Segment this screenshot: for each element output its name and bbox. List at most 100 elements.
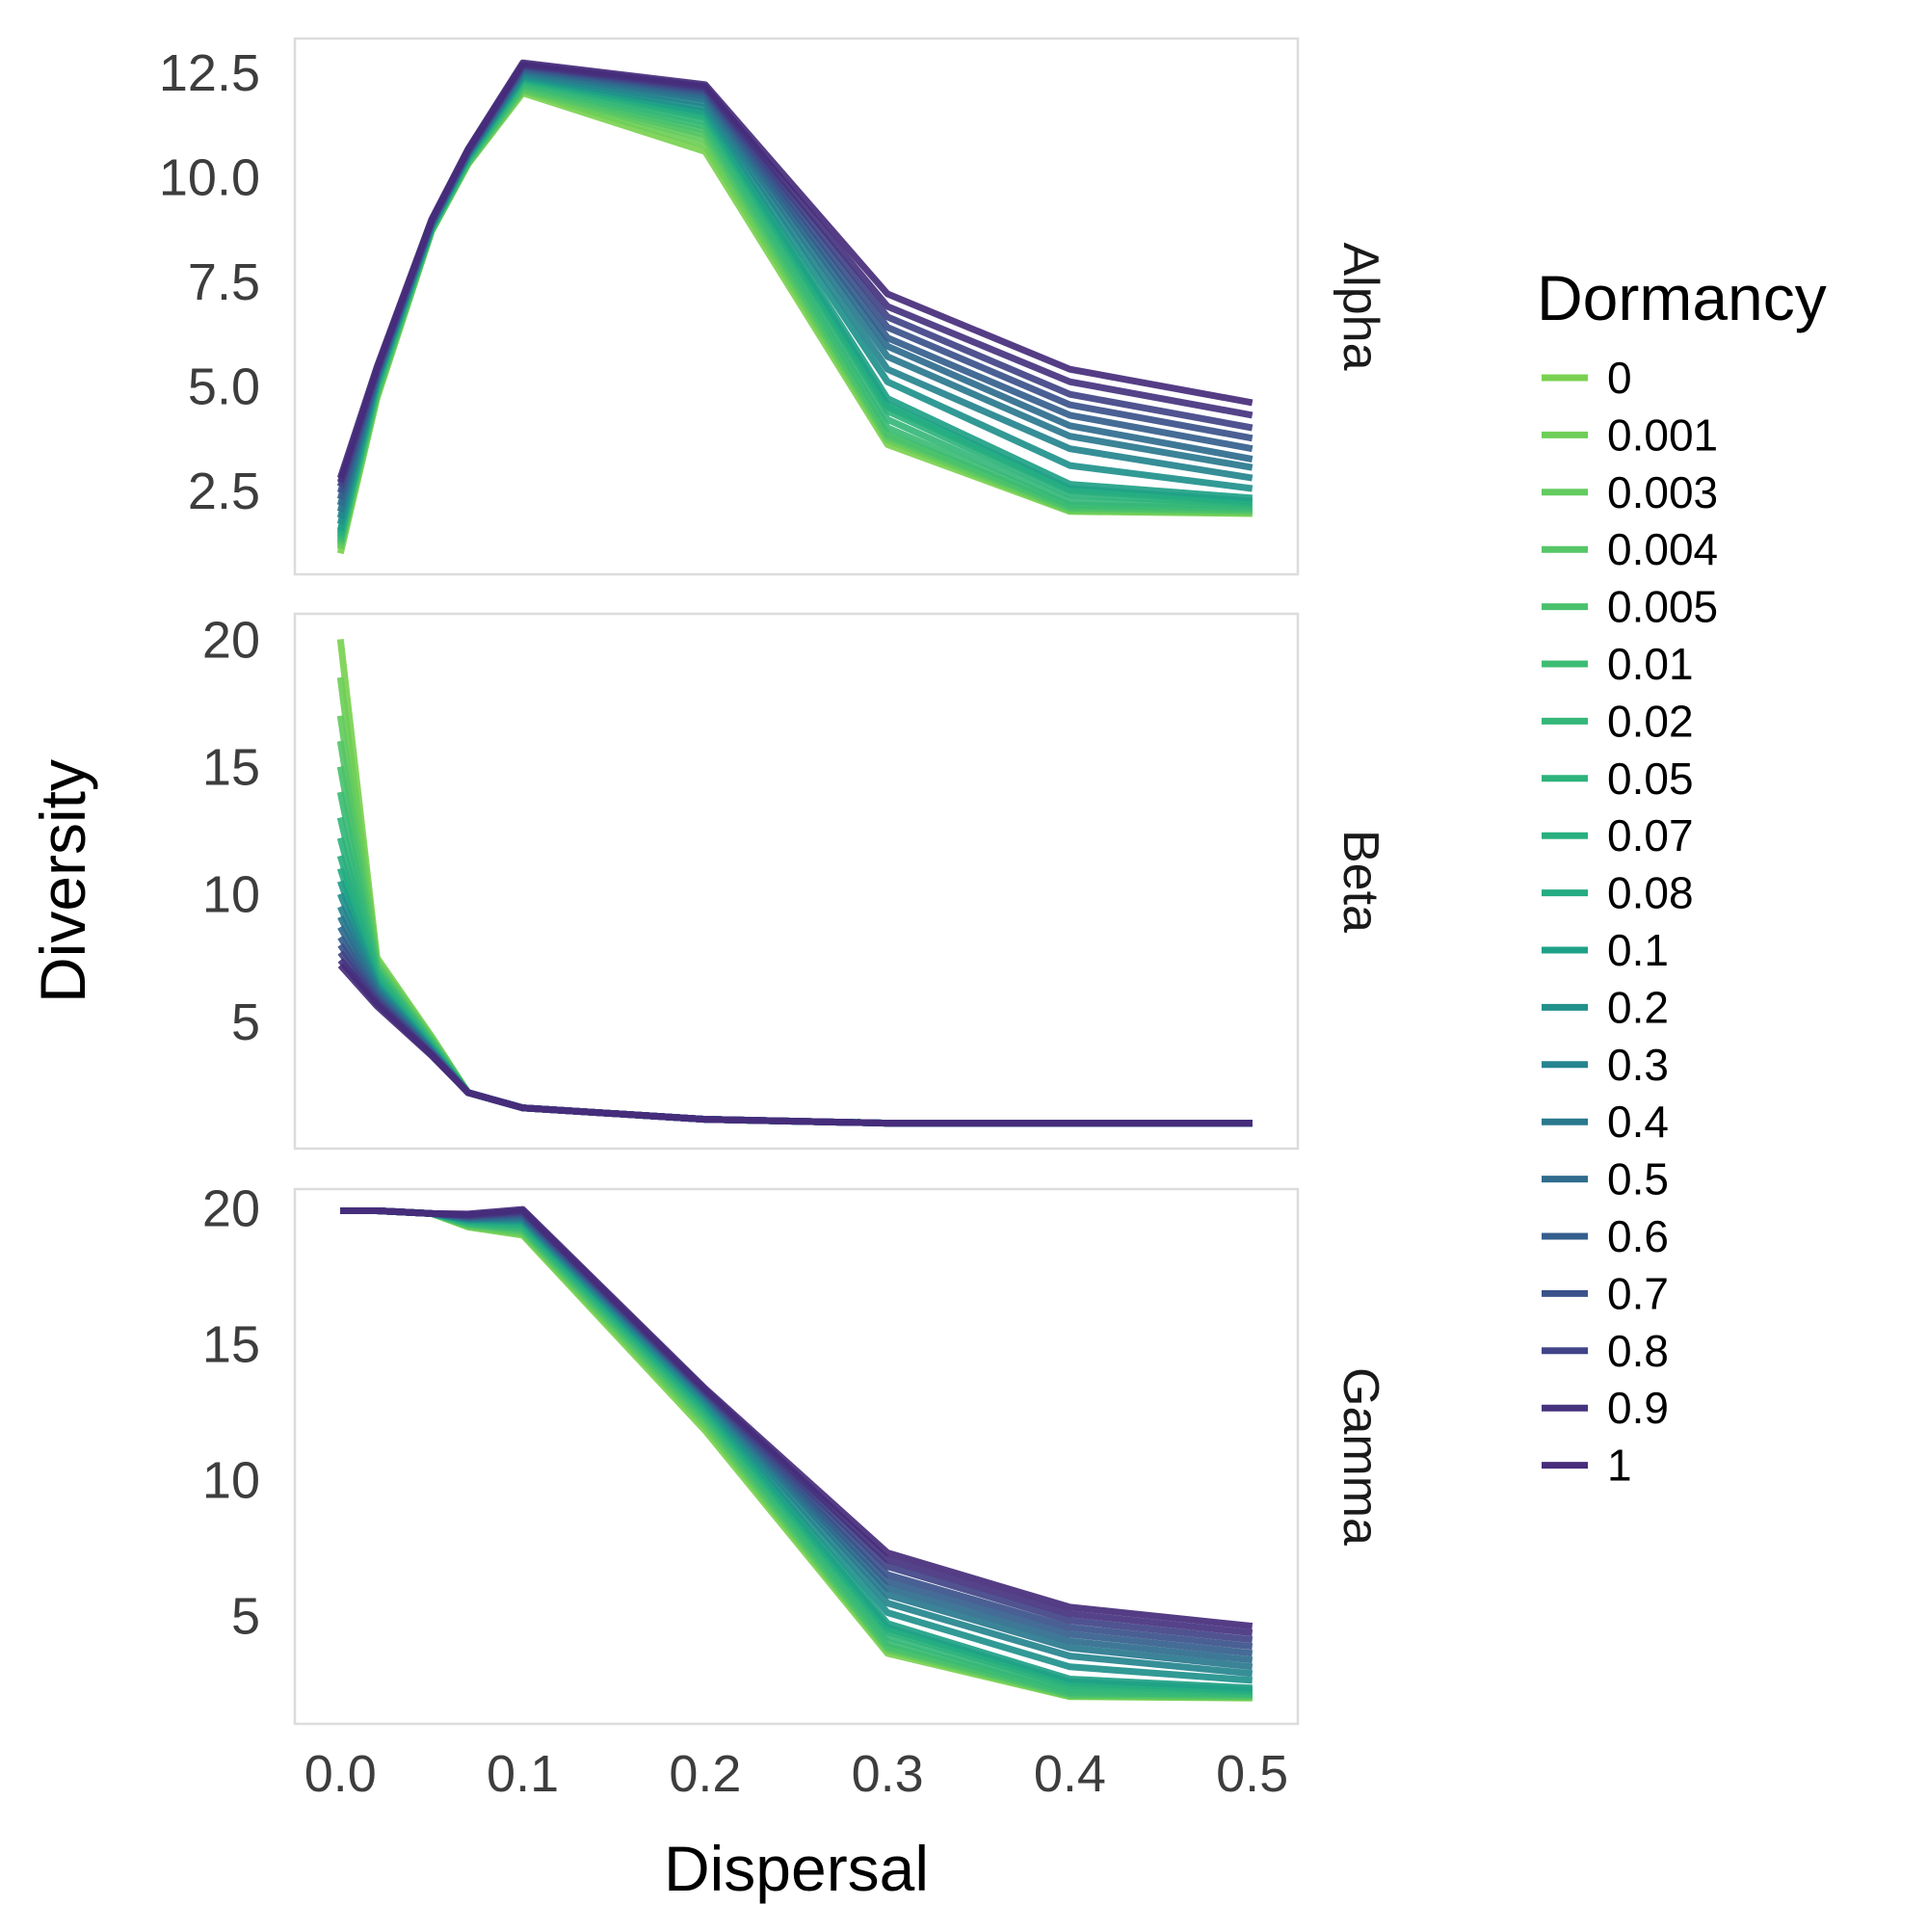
series-line-beta-0.01: [336, 791, 1253, 1127]
legend-label: 0.2: [1607, 982, 1669, 1032]
legend-label: 0.7: [1607, 1268, 1669, 1318]
series-line-beta-1: [337, 963, 1253, 1127]
series-line-gamma-0.9: [340, 1207, 1254, 1637]
panel-frame: [293, 37, 1300, 576]
legend-item: 0.02: [1542, 696, 1694, 746]
series-line-gamma-0.4: [340, 1207, 1254, 1671]
series-line-beta-0.02: [336, 816, 1253, 1127]
x-tick-label: 0.2: [669, 1745, 741, 1803]
legend-item: 0.07: [1542, 810, 1694, 860]
legend-item: 0.004: [1542, 524, 1718, 574]
legend-item: 0: [1542, 353, 1632, 403]
series-line-gamma-0.7: [340, 1207, 1254, 1651]
legend-label: 0.003: [1607, 467, 1718, 517]
panel-alpha: 2.5 5.0 7.5 10.0 12.5 Alpha: [159, 37, 1388, 576]
legend-item: 0.6: [1542, 1211, 1669, 1261]
panel-frame: [293, 612, 1300, 1151]
x-tick-label: 0.3: [852, 1745, 924, 1803]
series-line-beta-0.005: [336, 765, 1253, 1127]
series-line-gamma-0.6: [340, 1207, 1254, 1657]
y-tick-label: 15: [202, 739, 260, 797]
series-line-gamma-0.8: [340, 1207, 1254, 1644]
y-tick-label: 10: [202, 1451, 260, 1509]
legend-label: 0.9: [1607, 1383, 1669, 1433]
legend-item: 0.7: [1542, 1268, 1669, 1318]
legend-label: 0.6: [1607, 1211, 1669, 1261]
legend-label: 0.02: [1607, 696, 1694, 746]
series-group: [340, 1205, 1254, 1702]
y-tick-label: 2.5: [188, 463, 260, 520]
strip-label-beta: Beta: [1333, 830, 1388, 933]
series-line-alpha-0: [336, 90, 1253, 555]
legend-label: 0.07: [1607, 810, 1694, 860]
panels-layer: 2.5 5.0 7.5 10.0 12.5 Alpha 5 10 15 20 Beta 5 10 15 20…: [159, 37, 1388, 1726]
legend-item: 0.08: [1542, 868, 1694, 918]
y-tick-label: 5: [231, 1587, 260, 1645]
legend-item: 0.01: [1542, 639, 1694, 689]
y-tick-label: 7.5: [188, 253, 260, 311]
legend-item: 0.8: [1542, 1326, 1669, 1376]
y-tick-label: 20: [202, 1180, 260, 1238]
strip-label-gamma: Gamma: [1333, 1367, 1388, 1546]
legend-label: 0.8: [1607, 1326, 1669, 1376]
legend-item: 0.2: [1542, 982, 1669, 1032]
legend-item: 0.001: [1542, 410, 1718, 460]
series-line-gamma-0.5: [340, 1207, 1254, 1664]
series-line-alpha-0.001: [336, 87, 1253, 550]
legend-item: 0.005: [1542, 582, 1718, 632]
y-tick-label: 5: [231, 993, 260, 1051]
series-line-beta-0.004: [336, 740, 1253, 1127]
series-line-gamma-0.3: [340, 1207, 1254, 1678]
x-tick-label: 0.5: [1216, 1745, 1288, 1803]
legend-title: Dormancy: [1537, 262, 1827, 333]
legend-label: 0.1: [1607, 925, 1669, 975]
series-line-beta-0: [336, 639, 1253, 1127]
series-line-beta-0.1: [337, 880, 1253, 1127]
series-line-alpha-1: [336, 59, 1254, 480]
legend: Dormancy 0 0.001 0.003 0.004 0.005 0.01 0.02 0.…: [1537, 262, 1827, 1491]
x-tick-label: 0.0: [304, 1745, 377, 1803]
series-line-beta-0.3: [337, 905, 1253, 1127]
legend-label: 1: [1607, 1441, 1632, 1491]
legend-label: 0.3: [1607, 1040, 1669, 1090]
legend-item: 0.003: [1542, 467, 1718, 517]
series-line-beta-0.2: [337, 892, 1253, 1127]
legend-item: 0.1: [1542, 925, 1669, 975]
legend-item: 0.4: [1542, 1097, 1669, 1147]
legend-label: 0.08: [1607, 868, 1694, 918]
x-tick-label: 0.1: [487, 1745, 559, 1803]
panel-beta: 5 10 15 20 Beta: [202, 611, 1388, 1151]
series-line-beta-0.003: [336, 715, 1253, 1127]
y-tick-label: 20: [202, 611, 260, 669]
legend-item: 0.3: [1542, 1040, 1669, 1090]
y-tick-label: 10.0: [159, 148, 260, 206]
x-axis-title: Dispersal: [664, 1833, 929, 1904]
legend-label: 0.004: [1607, 524, 1718, 574]
y-axis-title: Diversity: [27, 759, 98, 1003]
series-group: [336, 639, 1253, 1127]
series-line-beta-0.001: [336, 676, 1253, 1127]
y-tick-label: 10: [202, 866, 260, 924]
legend-item: 1: [1542, 1441, 1632, 1491]
legend-item: 0.05: [1542, 754, 1694, 804]
x-tick-label: 0.4: [1034, 1745, 1106, 1803]
y-tick-label: 5.0: [188, 358, 260, 416]
legend-label: 0.001: [1607, 410, 1718, 460]
legend-label: 0.005: [1607, 582, 1718, 632]
legend-item: 0.5: [1542, 1154, 1669, 1204]
series-line-gamma-1: [340, 1205, 1254, 1630]
series-line-beta-0.05: [336, 836, 1253, 1127]
legend-label: 0.01: [1607, 639, 1694, 689]
legend-label: 0.5: [1607, 1154, 1669, 1204]
series-line-alpha-0.003: [336, 86, 1253, 548]
strip-label-alpha: Alpha: [1333, 243, 1388, 371]
panel-gamma: 5 10 15 20 Gamma: [202, 1180, 1388, 1726]
y-tick-label: 12.5: [159, 44, 260, 102]
series-group: [336, 59, 1254, 555]
x-axis: 0.0 0.1 0.2 0.3 0.4 0.5: [304, 1745, 1288, 1803]
y-tick-label: 15: [202, 1316, 260, 1374]
series-line-beta-0.07: [336, 855, 1253, 1127]
legend-label: 0.4: [1607, 1097, 1669, 1147]
